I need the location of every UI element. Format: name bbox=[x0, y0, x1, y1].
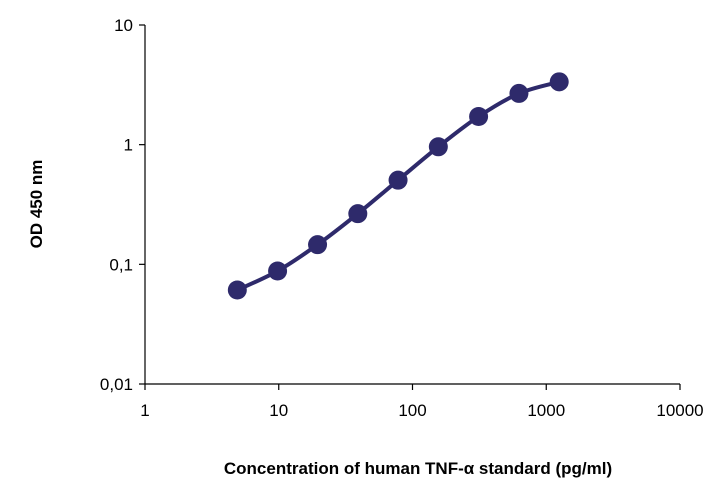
ticks: 0,01 0,1 1 10 1 10 100 1000 10000 bbox=[100, 16, 704, 420]
data-point bbox=[469, 106, 489, 126]
data-point bbox=[388, 170, 408, 190]
y-tick-label: 0,1 bbox=[109, 255, 133, 274]
data-point bbox=[227, 280, 247, 300]
x-tick-label: 10 bbox=[269, 401, 288, 420]
x-tick-label: 1000 bbox=[527, 401, 565, 420]
series-layer bbox=[227, 72, 569, 300]
data-point bbox=[348, 204, 368, 224]
x-tick-label: 10000 bbox=[656, 401, 703, 420]
x-axis-title: Concentration of human TNF-α standard (p… bbox=[224, 459, 612, 478]
data-point bbox=[549, 72, 569, 92]
data-point bbox=[308, 235, 328, 255]
x-tick-label: 100 bbox=[398, 401, 426, 420]
data-point bbox=[428, 137, 448, 157]
axes bbox=[144, 25, 680, 385]
y-tick-label: 1 bbox=[124, 136, 133, 155]
x-tick-label: 1 bbox=[140, 401, 149, 420]
y-tick-label: 10 bbox=[114, 16, 133, 35]
data-point bbox=[268, 261, 288, 281]
y-tick-label: 0,01 bbox=[100, 375, 133, 394]
y-axis-title: OD 450 nm bbox=[27, 160, 46, 249]
data-point bbox=[509, 83, 529, 103]
